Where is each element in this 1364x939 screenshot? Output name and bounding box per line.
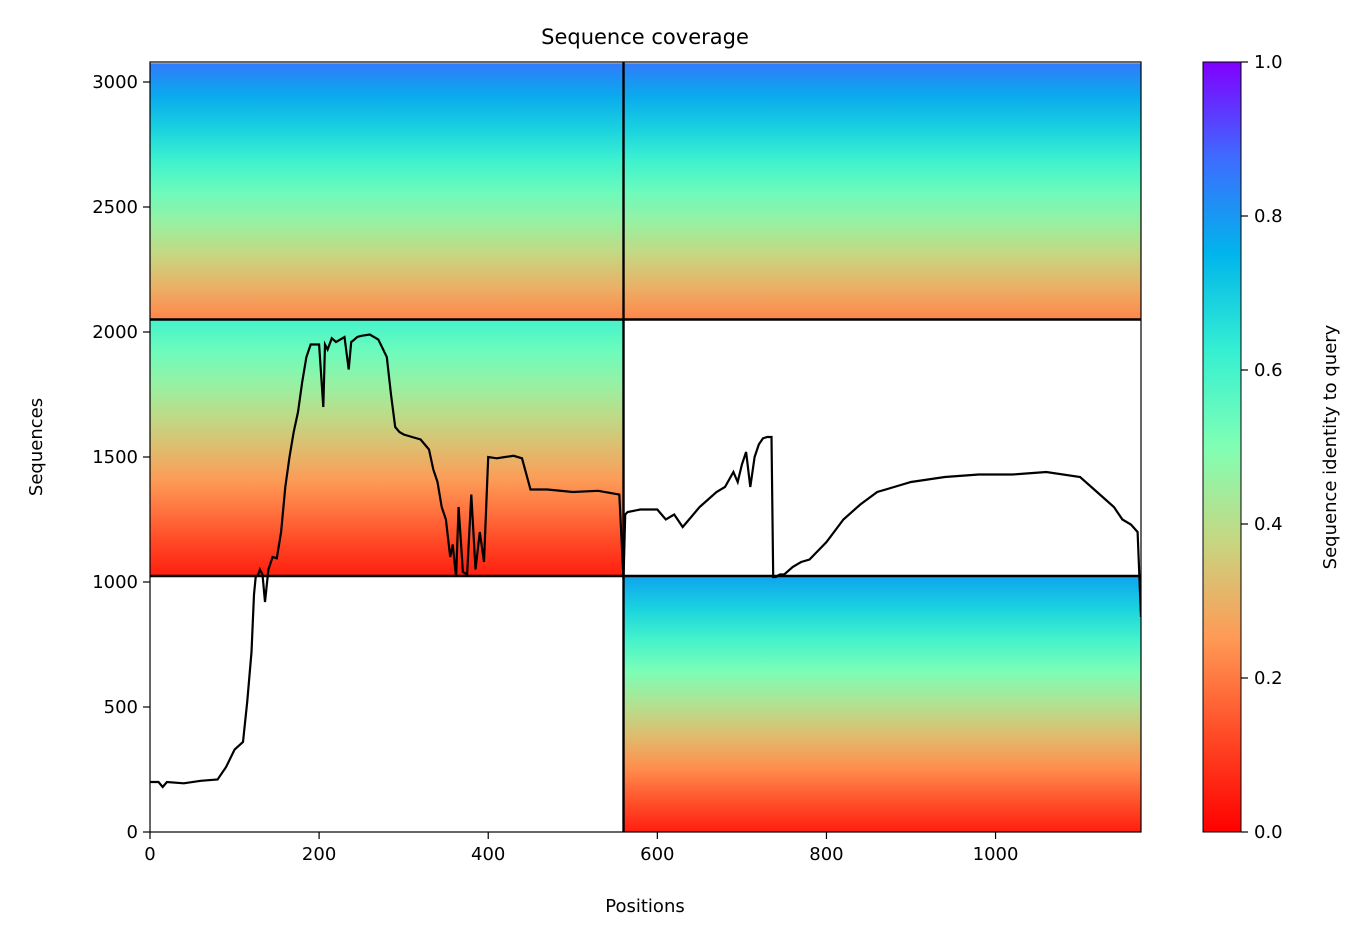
coverage-blocks [150,63,1141,832]
y-tick-label: 2500 [92,197,138,218]
x-axis-ticks: 0 200 400 600 800 1000 [144,832,1018,865]
colorbar-tick-label: 0.6 [1254,360,1283,381]
coverage-block [623,63,1141,320]
colorbar-tick-label: 0.8 [1254,206,1283,227]
y-tick-label: 1500 [92,447,138,468]
x-tick-label: 1000 [973,844,1019,865]
y-axis-ticks: 0 500 1000 1500 2000 2500 3000 [92,72,150,843]
colorbar-tick-label: 0.4 [1254,514,1283,535]
x-tick-label: 600 [640,844,674,865]
chart-title: Sequence coverage [541,25,749,49]
colorbar-tick-label: 0.2 [1254,668,1283,689]
y-tick-label: 2000 [92,322,138,343]
y-axis-label: Sequences [26,398,47,496]
x-axis-label: Positions [605,896,684,917]
colorbar [1202,61,1242,833]
x-tick-label: 800 [809,844,843,865]
coverage-block [150,63,624,320]
x-tick-label: 200 [302,844,336,865]
coverage-block [623,576,1141,832]
colorbar-label: Sequence identity to query [1320,324,1341,569]
coverage-line [150,333,1141,789]
y-tick-label: 3000 [92,72,138,93]
y-tick-label: 1000 [92,572,138,593]
x-tick-label: 0 [144,844,155,865]
y-tick-label: 0 [127,822,138,843]
x-tick-label: 400 [471,844,505,865]
plot-area [150,62,1141,832]
plot-frame [149,61,1142,833]
chain-boundaries [150,62,1141,832]
colorbar-ticks: 0.0 0.2 0.4 0.6 0.8 1.0 [1241,52,1283,843]
colorbar-tick-label: 0.0 [1254,822,1283,843]
colorbar-tick-label: 1.0 [1254,52,1283,73]
y-tick-label: 500 [104,697,138,718]
